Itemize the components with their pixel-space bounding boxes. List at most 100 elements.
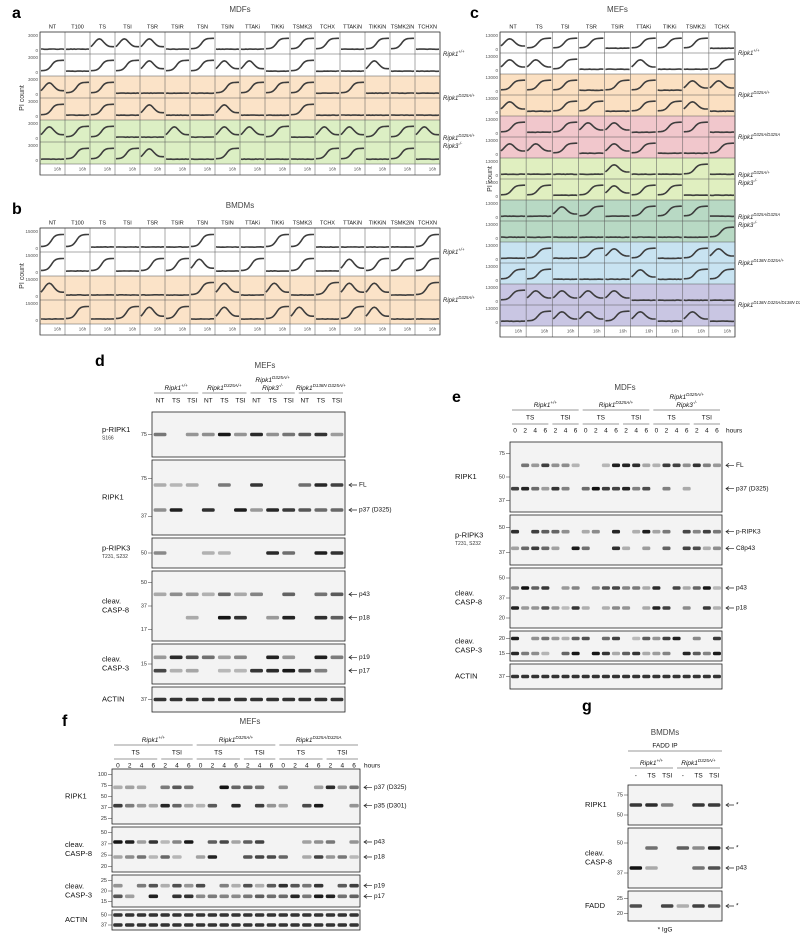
column-header: TSI	[561, 24, 570, 30]
pi-curve	[315, 126, 339, 136]
pi-curve	[140, 104, 164, 114]
time-label: 16h	[104, 327, 112, 332]
column-header: TIKKiN	[369, 24, 386, 30]
mw-marker: 50	[101, 794, 107, 800]
lane-label: 0	[199, 763, 203, 770]
lane-label: 6	[715, 428, 719, 435]
time-label: 16h	[354, 327, 362, 332]
lane-label: TS	[694, 773, 703, 780]
panel-label: a	[12, 5, 21, 22]
y-tick-label: 0	[495, 215, 498, 220]
gene-superscript: D325A/+	[458, 133, 475, 138]
band	[330, 615, 344, 620]
pi-curve	[683, 310, 708, 320]
pi-curve	[631, 205, 656, 217]
column-header: TSI	[123, 220, 132, 226]
mw-marker: 50	[617, 812, 623, 818]
pi-curve	[91, 257, 114, 272]
column-header: TSN	[197, 24, 208, 30]
band	[601, 651, 610, 656]
band	[160, 923, 170, 927]
band	[136, 913, 147, 917]
band	[672, 636, 681, 641]
band	[113, 883, 123, 888]
mw-marker: 25	[101, 816, 107, 822]
band	[313, 923, 324, 927]
band	[169, 668, 183, 673]
band	[153, 508, 167, 512]
band	[185, 432, 199, 437]
band	[682, 586, 691, 590]
pi-curve	[527, 79, 552, 91]
band	[662, 529, 671, 534]
band	[660, 904, 674, 908]
band	[314, 508, 328, 512]
y-tick-label: 13000	[485, 264, 498, 269]
pi-curve	[578, 289, 604, 299]
time-label: 16h	[154, 167, 162, 172]
band	[601, 606, 610, 610]
pi-curve	[552, 310, 578, 320]
band-label: p43	[374, 839, 385, 846]
band	[160, 803, 170, 808]
band	[349, 913, 359, 917]
band	[201, 432, 215, 437]
genotype-label: Ripk3-/-	[262, 383, 283, 392]
pi-curve	[116, 305, 139, 320]
genotype-label: Ripk1D325A/+	[443, 295, 475, 304]
pi-curve	[631, 268, 656, 278]
gene-superscript: D325A/D325A	[753, 212, 780, 217]
band	[217, 668, 231, 673]
band	[217, 551, 231, 555]
time-label: 16h	[593, 329, 601, 334]
column-header: NT	[49, 220, 57, 226]
mw-marker: 20	[499, 636, 505, 642]
pi-curve	[215, 104, 239, 114]
lane-label: TSI	[284, 398, 294, 405]
pi-curve	[683, 163, 708, 175]
band	[632, 529, 641, 534]
pi-curve	[191, 233, 214, 248]
gene-superscript: D138N D325A/D138N D325A	[753, 300, 800, 305]
band	[195, 883, 206, 888]
band	[571, 606, 580, 610]
pi-curve	[291, 257, 314, 272]
band	[571, 674, 580, 679]
band	[219, 913, 229, 917]
band	[712, 636, 721, 641]
band	[298, 508, 312, 512]
band	[325, 913, 336, 917]
pi-curve	[683, 100, 708, 110]
band	[652, 586, 661, 590]
band	[692, 674, 701, 679]
mw-marker: 37	[101, 922, 107, 928]
mw-marker: 17	[141, 627, 147, 633]
band	[219, 785, 229, 790]
band	[511, 674, 520, 679]
band	[234, 592, 247, 597]
band	[153, 551, 167, 555]
band	[290, 923, 300, 927]
band-label: p17	[359, 667, 370, 674]
pi-curve	[290, 37, 314, 50]
pi-curve	[340, 81, 364, 94]
band	[662, 546, 671, 551]
hours-label: hours	[364, 763, 381, 770]
blot-label: CASP-3	[65, 890, 92, 899]
lane-label: 6	[574, 428, 578, 435]
column-header: TSR	[147, 24, 158, 30]
band	[511, 636, 520, 641]
band	[314, 668, 328, 673]
time-label: 16h	[429, 327, 437, 332]
time-label: 16h	[229, 167, 237, 172]
y-tick-label: 13000	[485, 117, 498, 122]
band	[692, 586, 701, 590]
band	[601, 463, 610, 468]
time-label: 16h	[567, 329, 575, 334]
blot-label: cleav.	[102, 654, 121, 663]
blot-sublabel: S166	[102, 435, 114, 441]
band	[282, 697, 296, 702]
condition-label: TSI	[337, 750, 347, 757]
band-label: FL	[736, 462, 744, 469]
time-label: 16h	[329, 327, 337, 332]
